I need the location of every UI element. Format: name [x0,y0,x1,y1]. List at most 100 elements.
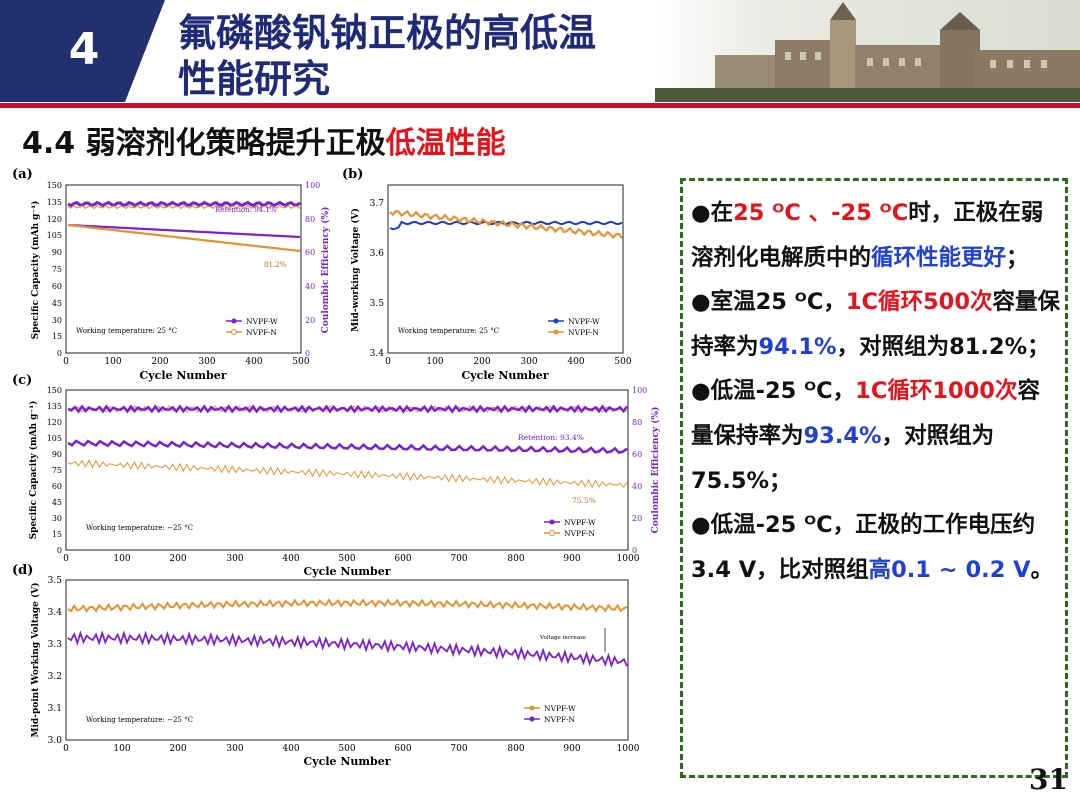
panel-a-control: 81.2% [264,261,287,269]
pc-n-capacity [67,459,628,489]
pc-w-capacity [67,439,628,454]
pc-xtick: 400 [282,554,299,564]
b1-highlight: 循环性能更好 [871,244,1007,271]
panel-b-ylabel: Mid-working Voltage (V) [350,208,361,332]
subtitle-highlight: 低温性能 [385,126,506,161]
section-subtitle: 4.4 弱溶剂化策略提升正极低温性能 [22,118,506,162]
pc-xtick: 300 [226,554,243,564]
pd-xtick: 300 [226,744,243,754]
panel-d-plot [67,598,628,669]
b2-retention: 94.1% [758,333,837,360]
pb-xtick: 200 [473,357,490,367]
pb-xtick: 0 [385,357,391,367]
pc-ytick: 90 [52,450,62,459]
pc-xtick: 900 [563,554,580,564]
pc-xtick: 100 [113,554,130,564]
b3-text: 容量保持率为 [691,378,1040,449]
pc-y2tick: 20 [632,514,642,523]
pa-legend-n: NVPF-N [246,328,277,337]
pa-xtick: 100 [104,357,121,367]
pc-y2tick: 100 [632,386,647,395]
pa-ytick: 120 [47,215,62,224]
pa-ytick: 105 [47,231,62,240]
pa-y2tick: 40 [305,282,315,291]
panel-b-letter: (b) [342,167,363,182]
pb-ytick: 3.5 [370,299,385,309]
panel-a-letter: (a) [12,167,33,182]
pc-xtick: 0 [63,554,69,564]
header-divider [0,103,1080,108]
panel-b-x-ticks: 0 100 200 300 400 500 [385,357,632,367]
b3-retention: 93.4% [803,422,882,449]
panel-d-x-ticks: 0 100 200 300 400 500 600 700 800 900 10… [63,744,640,754]
summary-text: ●在25 ᴼC 、-25 ᴼC时，正极在弱溶剂化电解质中的循环性能更好； ●室温… [691,191,1061,592]
panel-c-xlabel: Cycle Number [303,565,390,578]
bullet-1: ●在25 ᴼC 、-25 ᴼC时，正极在弱溶剂化电解质中的循环性能更好； [691,191,1061,280]
panel-b-y-ticks: 3.4 3.5 3.6 3.7 [370,199,385,359]
b4-text: ●低温-25 ᴼC，正极的工作电压约3.4 V，比对照组 [691,512,1036,583]
pc-ytick: 75 [52,466,62,475]
panel-a-y2label: Coulombic Efficiency (%) [320,207,331,334]
panel-a-plot [67,200,301,253]
pd-ytick: 3.0 [48,736,63,746]
b2-text: ●室温25 ᴼC， [691,289,846,316]
title-line-2: 性能研究 [178,57,331,101]
panel-d: (d) 0 100 200 300 400 500 600 700 800 90… [12,563,640,768]
pd-xtick: 700 [450,744,467,754]
panel-d-xlabel: Cycle Number [303,755,390,768]
pc-y2tick: 60 [632,450,642,459]
pa-ytick: 90 [52,248,62,257]
pa-ytick: 45 [52,299,62,308]
panel-c-letter: (c) [12,373,32,388]
panel-b: (b) 0 100 200 300 400 500 3.4 3.5 3.6 3.… [342,167,632,382]
panel-c-note: Working temperature: −25 °C [86,524,193,532]
pc-y2tick: 40 [632,482,642,491]
panel-a-xlabel: Cycle Number [139,369,226,382]
slide-title: 氟磷酸钒钠正极的高低温 性能研究 [178,10,648,102]
b1-temps: 25 ᴼC 、-25 ᴼC [733,200,909,226]
pa-xtick: 0 [63,357,69,367]
pc-ytick: 15 [52,530,62,539]
bullet-3: ●低温-25 ᴼC，1C循环1000次容量保持率为93.4%，对照组为75.5%… [691,369,1061,503]
pc-ytick: 150 [47,386,62,395]
panel-a-y2-ticks: 0 20 40 60 80 100 [305,181,320,358]
panel-a-legend: NVPF-W NVPF-N [226,317,278,337]
pd-xtick: 200 [169,744,186,754]
pc-ytick: 0 [57,546,62,555]
pc-legend-w: NVPF-W [564,518,596,527]
pc-ytick: 105 [47,434,62,443]
pb-xtick: 400 [567,357,584,367]
pd-xtick: 1000 [617,744,640,754]
panel-d-letter: (d) [12,563,33,578]
pb-xtick: 500 [614,357,631,367]
pc-ytick: 45 [52,498,62,507]
b1-text: ●在 [691,200,734,226]
pd-ytick: 3.3 [48,640,63,650]
section-number: 4 [68,24,100,75]
panel-a-x-ticks: 0 100 200 300 400 500 [63,357,310,367]
panel-b-plot [389,209,623,240]
pb-ytick: 3.7 [370,199,385,209]
pd-xtick: 800 [507,744,524,754]
pc-xtick: 600 [394,554,411,564]
panel-b-note: Working temperature: 25 °C [398,327,499,335]
b4-end: 。 [1030,556,1054,583]
panel-d-ylabel: Mid-point Working Voltage (V) [30,583,41,738]
pa-y2tick: 60 [305,248,315,257]
pd-xtick: 500 [338,744,355,754]
pb-xtick: 100 [426,357,443,367]
panel-c-retention: Retention: 93.4% [518,433,584,442]
b2-cycles: 1C循环500次 [845,289,993,316]
pc-ytick: 135 [47,402,62,411]
panel-d-y-ticks: 3.0 3.1 3.2 3.3 3.4 3.5 [48,576,63,746]
panel-a-retention: Retention: 94.1% [215,206,277,214]
panel-d-annotation: Voltage increase [539,635,586,641]
pa-ytick: 150 [47,181,62,190]
pa-xtick: 400 [245,357,262,367]
panel-a: (a) 0 100 200 300 400 500 0 15 30 45 60 … [12,167,331,382]
pd-xtick: 100 [113,744,130,754]
pc-ytick: 120 [47,418,62,427]
pd-legend-n: NVPF-N [544,715,575,724]
campus-building-image [655,0,1080,102]
b2-text: 容量保持率为 [691,289,1060,360]
